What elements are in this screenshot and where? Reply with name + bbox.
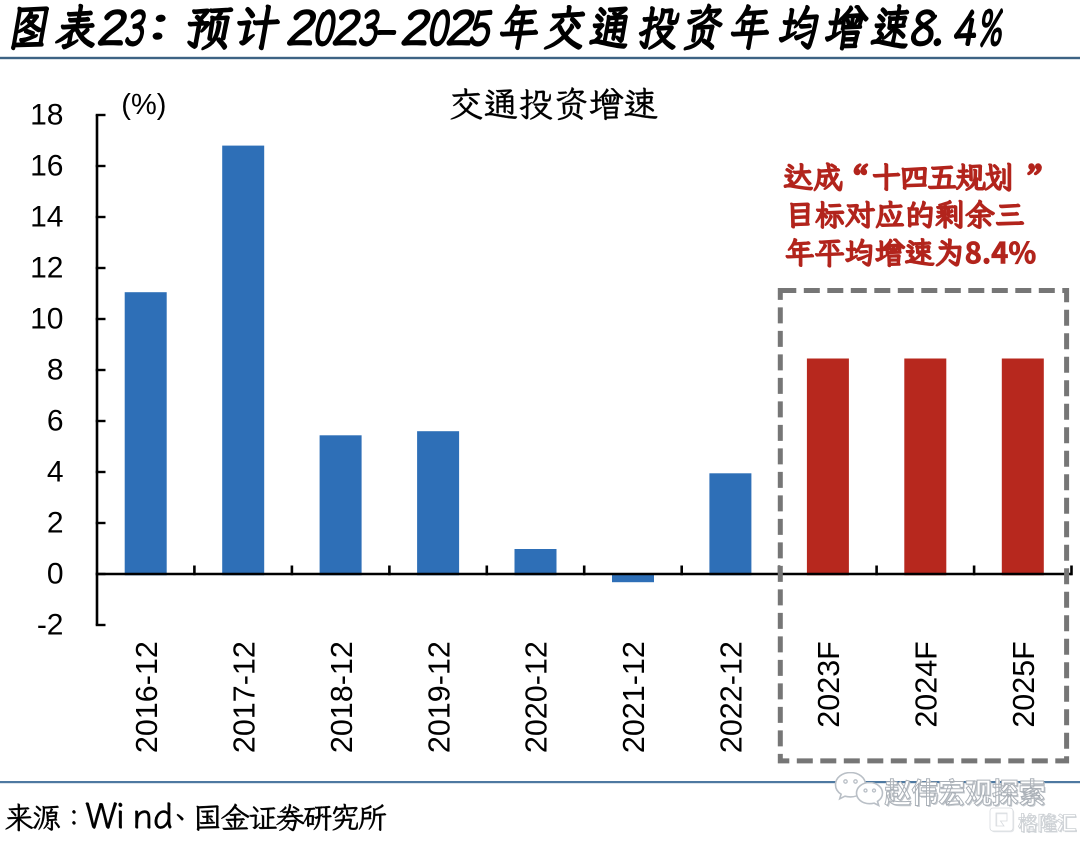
svg-text:(%): (%) (121, 89, 166, 121)
svg-text:16: 16 (30, 149, 63, 182)
svg-text:0: 0 (47, 557, 64, 590)
svg-text:8: 8 (47, 353, 64, 386)
svg-text:2: 2 (47, 506, 64, 539)
svg-text:2019-12: 2019-12 (422, 641, 456, 753)
svg-text:4: 4 (47, 455, 64, 488)
svg-text:2021-12: 2021-12 (617, 641, 651, 753)
svg-text:6: 6 (47, 404, 64, 437)
svg-text:2023F: 2023F (812, 641, 846, 727)
svg-text:2018-12: 2018-12 (325, 641, 359, 753)
svg-text:2022-12: 2022-12 (715, 641, 749, 753)
svg-text:2020-12: 2020-12 (520, 641, 554, 753)
svg-text:10: 10 (30, 302, 63, 335)
svg-text:18: 18 (30, 98, 63, 131)
svg-text:2017-12: 2017-12 (227, 641, 261, 753)
svg-text:2025F: 2025F (1007, 641, 1041, 727)
svg-text:2024F: 2024F (910, 641, 944, 727)
svg-text:-2: -2 (37, 608, 64, 641)
svg-text:2016-12: 2016-12 (130, 641, 164, 753)
svg-text:12: 12 (30, 251, 63, 284)
svg-text:14: 14 (30, 200, 63, 233)
